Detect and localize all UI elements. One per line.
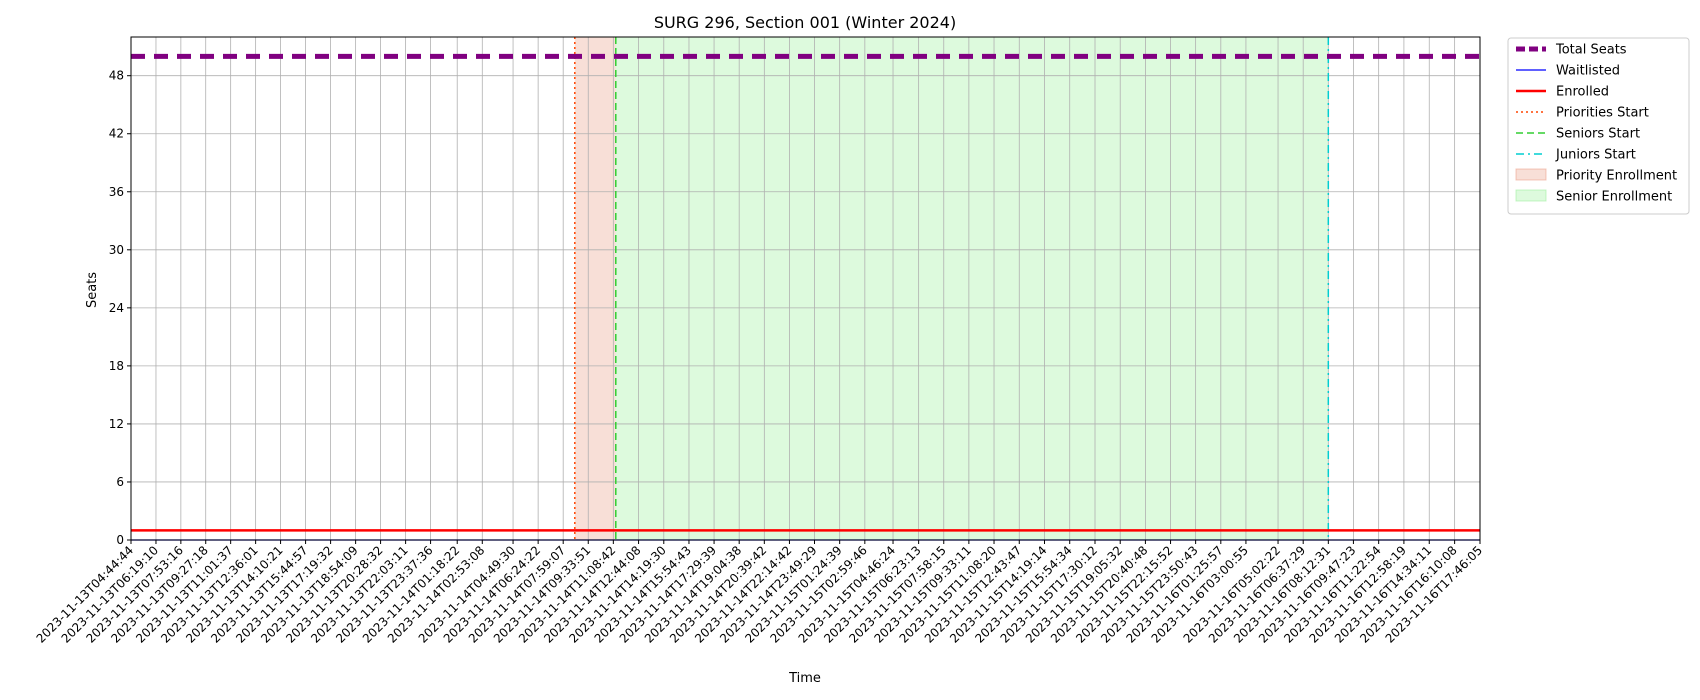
y-tick-label: 12: [109, 417, 124, 431]
grid-lines: [130, 37, 1481, 541]
x-axis-label: Time: [788, 671, 821, 686]
y-tick-label: 24: [109, 301, 124, 315]
legend-label-waitlisted: Waitlisted: [1556, 64, 1620, 79]
legend-swatch-priority-enrollment: [1515, 168, 1547, 181]
legend-label-priorities-start: Priorities Start: [1556, 106, 1649, 121]
y-tick-label: 42: [109, 127, 124, 141]
legend: Total Seats Waitlisted Enrolled Priorities …: [1507, 37, 1690, 215]
legend-label-priority-enrollment: Priority Enrollment: [1556, 169, 1677, 184]
span-senior-enrollment: [615, 37, 1329, 540]
y-tick-label: 36: [109, 185, 124, 199]
y-tick-label: 18: [109, 359, 124, 373]
y-axis-ticks: 0 6 12 18 24 30 36 42 48: [109, 69, 131, 547]
phase-start-lines: [574, 37, 1330, 540]
legend-label-seniors-start: Seniors Start: [1556, 127, 1640, 142]
legend-swatch-senior-enrollment: [1515, 189, 1547, 202]
legend-label-enrolled: Enrolled: [1556, 85, 1609, 100]
chart-title: SURG 296, Section 001 (Winter 2024): [654, 13, 956, 32]
legend-label-total-seats: Total Seats: [1555, 43, 1627, 58]
y-tick-label: 30: [109, 243, 124, 257]
y-tick-label: 6: [116, 475, 124, 489]
plot-frame: [130, 36, 1481, 541]
y-axis-label: Seats: [85, 272, 100, 308]
legend-label-juniors-start: Juniors Start: [1555, 148, 1636, 163]
y-tick-label: 0: [116, 533, 124, 547]
enrollment-windows: [574, 37, 1329, 540]
x-axis-ticks: 2023-11-13T04:44:442023-11-13T06:19:1020…: [34, 540, 1485, 646]
legend-box: [1507, 37, 1690, 215]
y-tick-label: 48: [109, 69, 124, 83]
span-priority-enrollment: [574, 37, 616, 540]
legend-label-senior-enrollment: Senior Enrollment: [1556, 190, 1672, 205]
